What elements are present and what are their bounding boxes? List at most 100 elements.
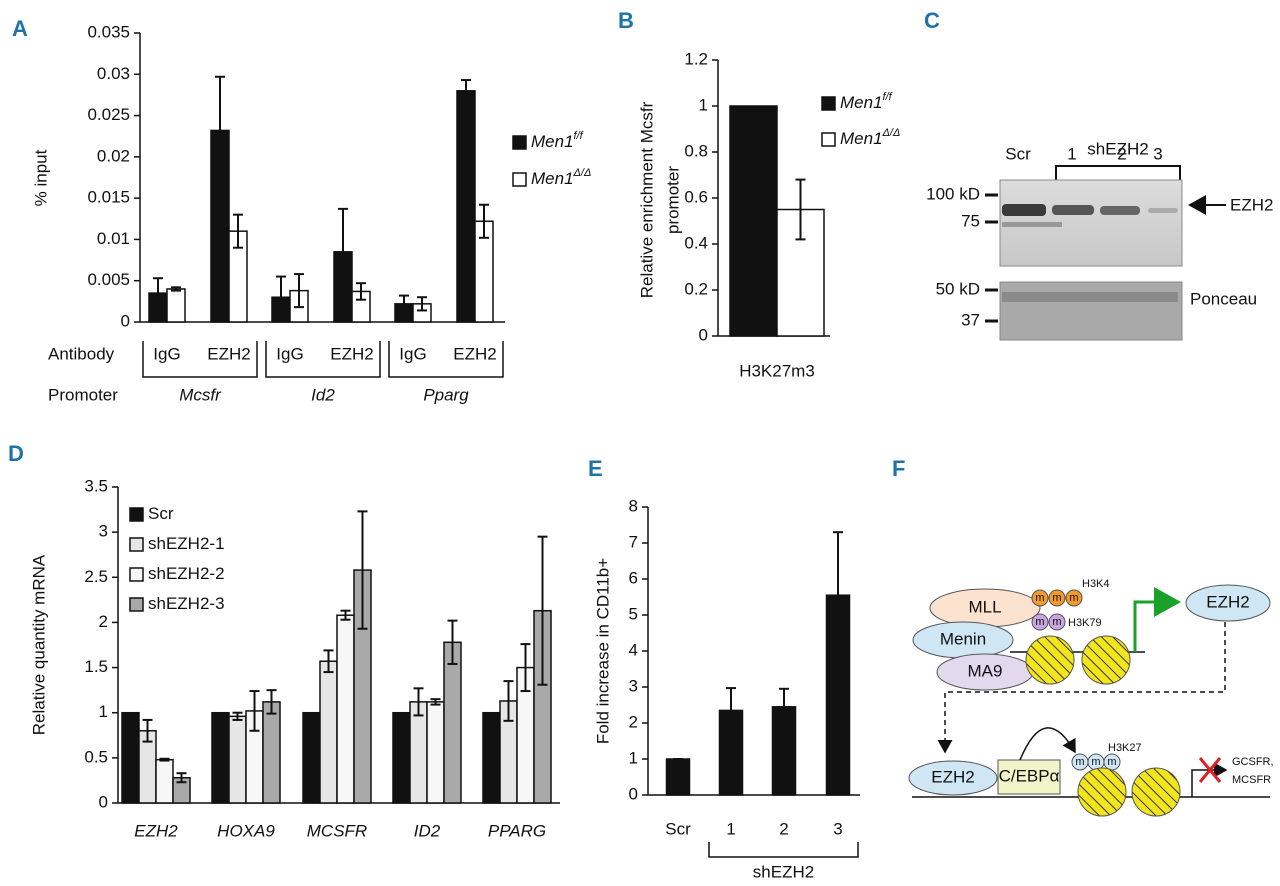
m: m (1091, 756, 1100, 768)
group-label: Mcsfr (179, 385, 222, 404)
legend-sup: f/f (883, 91, 893, 103)
lane-label: 1 (1067, 144, 1076, 163)
x-tick-label: 3 (833, 819, 842, 838)
menin-label: Menin (940, 629, 986, 648)
bracket (1055, 165, 1181, 180)
y-tick-label: 0 (121, 311, 130, 330)
dashed-arrow (937, 622, 1226, 754)
y-tick-label: 3 (629, 676, 638, 695)
legend-sup: f/f (574, 130, 584, 142)
ezh2-target (1185, 584, 1271, 622)
m: m (1052, 616, 1061, 628)
error-bar (232, 711, 243, 721)
legend-name: Men1 (840, 93, 883, 112)
bar (729, 105, 778, 337)
x-tick-label: Scr (665, 819, 691, 838)
marker-label: 100 kD (926, 184, 980, 203)
panel-letter: E (588, 456, 603, 481)
y-tick-label: 8 (629, 496, 638, 515)
error-bar (356, 282, 366, 301)
ezh2-target-label: EZH2 (1206, 592, 1249, 611)
band (1100, 206, 1140, 215)
x-tick-label: ID2 (414, 821, 441, 840)
error-bar (276, 275, 286, 319)
x-tick-label: 2 (779, 819, 788, 838)
m: m (1035, 592, 1044, 604)
x-tick-label: H3K27m3 (739, 361, 815, 380)
legend-label: Men1Δ/Δ (531, 167, 591, 189)
y-axis-label: % input (31, 149, 50, 206)
x-tick-label: EZH2 (453, 344, 496, 363)
legend-name: Men1 (840, 129, 883, 148)
bar (456, 90, 476, 323)
legend-label: Scr (148, 504, 174, 523)
error-bar (153, 277, 163, 309)
m: m (1069, 592, 1078, 604)
panel-letter: F (892, 456, 905, 481)
error-bar (503, 680, 514, 722)
y-tick-label: 0 (699, 325, 708, 344)
y-tick-label: 1 (99, 702, 108, 721)
legend-sup: Δ/Δ (573, 167, 592, 179)
h3k79: H3K79 (1068, 617, 1102, 629)
m: m (1035, 616, 1044, 628)
error-bar (266, 689, 277, 715)
nucleosome (1131, 767, 1181, 817)
y-tick-label: 5 (629, 604, 638, 623)
error-bar (537, 535, 548, 686)
error-bar (417, 296, 427, 312)
legend-name: shEZH2-3 (148, 594, 225, 613)
error-bar (779, 687, 789, 726)
bar (211, 711, 230, 804)
x-tick-label: HOXA9 (217, 821, 275, 840)
x-tick-label: MCSFR (307, 821, 367, 840)
legend-name: shEZH2-1 (148, 534, 225, 553)
x-tick-label: EZH2 (330, 344, 373, 363)
y-tick-label: 2 (629, 712, 638, 731)
marker-label: 75 (961, 211, 980, 230)
error-bar (159, 757, 170, 762)
legend-sup: Δ/Δ (882, 127, 901, 139)
y-tick-label: 0.005 (87, 270, 130, 289)
error-bar (479, 203, 489, 239)
error-bar (176, 772, 187, 784)
bar (262, 701, 281, 804)
nucleosome (1025, 635, 1075, 685)
y-tick-label: 0.02 (97, 146, 130, 165)
error-bar (338, 207, 348, 296)
legend-name: shEZH2-2 (148, 564, 225, 583)
cebpa (997, 759, 1061, 795)
lane-label: 2 (1117, 144, 1126, 163)
y-tick-label: 0.4 (684, 233, 708, 252)
m: m (1075, 756, 1084, 768)
h3k4: H3K4 (1082, 578, 1110, 590)
error-bar (520, 643, 531, 693)
x-tick-label: 1 (726, 819, 735, 838)
marker-label: 50 kD (936, 279, 980, 298)
mll-label: MLL (968, 597, 1001, 616)
error-bar (233, 213, 243, 249)
x-tick-label: IgG (276, 344, 303, 363)
band (1148, 208, 1178, 213)
y-tick-label: 0 (99, 792, 108, 811)
y-tick-label: 2 (99, 612, 108, 631)
row-label: Promoter (48, 385, 118, 404)
bar (228, 715, 247, 804)
legend-swatch (129, 537, 144, 552)
blot-panel: C shEZH2 Scr 1 2 3 100 kD 75 50 kD 37 EZ… (924, 8, 1273, 341)
legend-swatch (821, 96, 836, 111)
group-bracket (708, 842, 859, 858)
band-label: EZH2 (1230, 195, 1273, 214)
legend-swatch (512, 172, 527, 187)
error-bar (249, 690, 260, 732)
y-tick-label: 4 (629, 640, 638, 659)
band (1002, 292, 1178, 302)
y-tick-label: 1.5 (84, 657, 108, 676)
promoter-arrow (1191, 762, 1228, 797)
legend-swatch (821, 132, 836, 147)
y-axis-label: Relative quantity mRNA (29, 554, 48, 735)
h3k27: H3K27 (1108, 742, 1142, 754)
legend-swatch (129, 567, 144, 582)
bar (426, 701, 445, 804)
band (1002, 222, 1062, 227)
